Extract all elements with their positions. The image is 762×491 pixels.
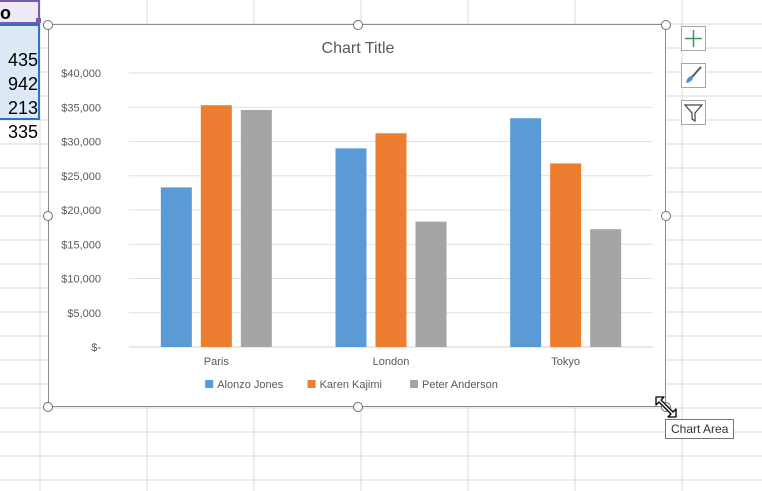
bar-alonzo-jones-tokyo bbox=[510, 118, 542, 348]
chart-title: Chart Title bbox=[322, 40, 395, 57]
legend-swatch bbox=[307, 380, 316, 388]
bar-karen-kajimi-paris bbox=[200, 105, 232, 347]
bar-karen-kajimi-tokyo bbox=[550, 163, 582, 347]
selected-data-range[interactable] bbox=[0, 24, 40, 120]
cell-value: 335 bbox=[7, 122, 38, 142]
y-tick-label: $10,000 bbox=[61, 274, 101, 286]
resize-handle-top-left[interactable] bbox=[43, 20, 53, 30]
x-category-label: Tokyo bbox=[551, 356, 580, 368]
x-category-label: London bbox=[373, 356, 410, 368]
resize-handle-bottom[interactable] bbox=[353, 402, 363, 412]
resize-cursor-icon bbox=[655, 396, 677, 418]
legend-swatch bbox=[410, 380, 418, 388]
y-tick-label: $20,000 bbox=[61, 205, 101, 217]
chart-filters-button[interactable] bbox=[681, 100, 706, 125]
y-tick-label: $35,000 bbox=[61, 102, 101, 114]
legend-swatch bbox=[205, 380, 214, 388]
y-tick-label: $- bbox=[91, 342, 101, 354]
y-tick-label: $15,000 bbox=[61, 239, 101, 251]
bar-alonzo-jones-paris bbox=[160, 187, 192, 347]
y-tick-label: $30,000 bbox=[61, 137, 101, 149]
header-cell-text: o bbox=[0, 3, 11, 23]
chart-area[interactable]: Chart Title $- $5,000 $10,000 $15,000 $20,000… bbox=[48, 24, 666, 407]
selection-corner bbox=[36, 18, 41, 23]
selected-header-cell[interactable]: o bbox=[0, 0, 40, 24]
plus-icon bbox=[685, 30, 702, 47]
filter-icon bbox=[683, 104, 704, 123]
clustered-column-chart: Chart Title $- $5,000 $10,000 $15,000 $20,000… bbox=[61, 40, 653, 391]
legend-label: Karen Kajimi bbox=[320, 379, 382, 391]
bar-peter-anderson-tokyo bbox=[590, 229, 622, 347]
y-tick-label: $40,000 bbox=[61, 68, 101, 80]
resize-handle-right[interactable] bbox=[661, 211, 671, 221]
legend-label: Alonzo Jones bbox=[217, 379, 284, 391]
bar-alonzo-jones-london bbox=[335, 148, 367, 347]
cell-value: 435 bbox=[7, 50, 38, 70]
resize-handle-top[interactable] bbox=[353, 20, 363, 30]
resize-handle-left[interactable] bbox=[43, 211, 53, 221]
resize-handle-top-right[interactable] bbox=[661, 20, 671, 30]
cell-value: 942 bbox=[7, 74, 38, 94]
y-tick-label: $25,000 bbox=[61, 171, 101, 183]
bar-peter-anderson-london bbox=[415, 221, 447, 347]
x-category-label: Paris bbox=[204, 356, 230, 368]
y-tick-label: $5,000 bbox=[67, 308, 101, 320]
bar-karen-kajimi-london bbox=[375, 133, 407, 347]
resize-handle-bottom-left[interactable] bbox=[43, 402, 53, 412]
chart-area-tooltip: Chart Area bbox=[665, 419, 735, 439]
legend-label: Peter Anderson bbox=[422, 379, 498, 391]
chart-elements-button[interactable] bbox=[681, 26, 706, 51]
bar-peter-anderson-paris bbox=[240, 109, 272, 348]
cell-value: 213 bbox=[7, 98, 38, 118]
brush-icon bbox=[686, 66, 702, 83]
chart-styles-button[interactable] bbox=[681, 63, 706, 88]
